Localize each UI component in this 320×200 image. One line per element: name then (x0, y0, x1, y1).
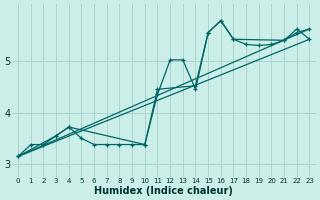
X-axis label: Humidex (Indice chaleur): Humidex (Indice chaleur) (94, 186, 233, 196)
